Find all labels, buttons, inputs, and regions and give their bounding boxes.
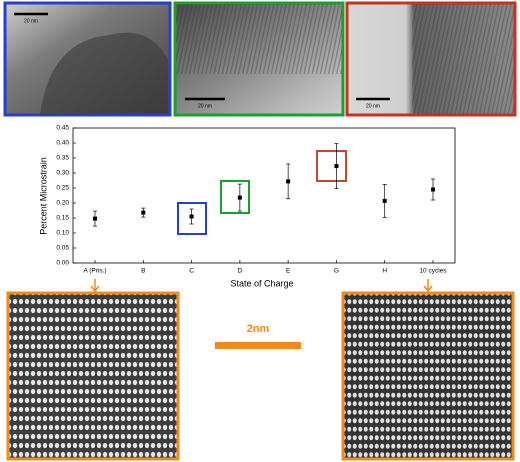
arrow bbox=[423, 279, 433, 293]
plot-frame bbox=[72, 127, 456, 264]
x-axis-label: State of Charge bbox=[230, 278, 293, 288]
point bbox=[141, 210, 146, 215]
highlight-box bbox=[316, 150, 347, 182]
y-tick-label: 0.35 bbox=[56, 155, 69, 162]
x-tick-label: C bbox=[189, 268, 194, 275]
y-tick-label: 0.20 bbox=[56, 200, 69, 207]
fringes bbox=[412, 4, 514, 114]
y-tick-label: 0.05 bbox=[56, 245, 69, 252]
x-tick-label: G bbox=[334, 268, 339, 275]
y-tick-label: 0.25 bbox=[56, 185, 69, 192]
point bbox=[93, 216, 97, 221]
point bbox=[431, 187, 435, 192]
scale-label: 20 nm bbox=[24, 18, 38, 24]
x-tick-label: B bbox=[141, 268, 145, 275]
y-axis-label: Percent Microstrain bbox=[38, 157, 48, 235]
scale-label: 2nm bbox=[247, 323, 270, 335]
particle bbox=[40, 32, 168, 115]
y-tick-label: 0.40 bbox=[56, 140, 69, 147]
fringes bbox=[176, 4, 342, 74]
y-tick-label: 0.30 bbox=[56, 170, 69, 177]
y-tick-label: 0.00 bbox=[56, 260, 69, 267]
x-tick-label: H bbox=[382, 268, 387, 275]
point bbox=[237, 195, 242, 200]
x-tick-label: E bbox=[286, 268, 291, 275]
point bbox=[189, 214, 194, 219]
y-tick-label: 0.15 bbox=[56, 215, 69, 222]
x-tick-label: D bbox=[238, 268, 243, 275]
lattice-image-right bbox=[341, 291, 515, 461]
y-tick-label: 0.45 bbox=[56, 125, 69, 132]
arrow bbox=[90, 279, 100, 293]
point bbox=[286, 179, 291, 184]
lattice-image-left bbox=[6, 291, 180, 461]
x-tick-label: 10 cycles bbox=[419, 268, 447, 275]
highlight-box bbox=[220, 180, 250, 214]
x-tick-label: A (Pris.) bbox=[83, 268, 106, 275]
point bbox=[382, 198, 387, 203]
scale-label: 20 nm bbox=[366, 103, 380, 109]
y-tick-label: 0.10 bbox=[56, 230, 69, 237]
point bbox=[334, 164, 339, 169]
scale-bar bbox=[215, 342, 301, 349]
scale-label: 20 nm bbox=[198, 103, 212, 109]
highlight-box bbox=[177, 202, 207, 235]
